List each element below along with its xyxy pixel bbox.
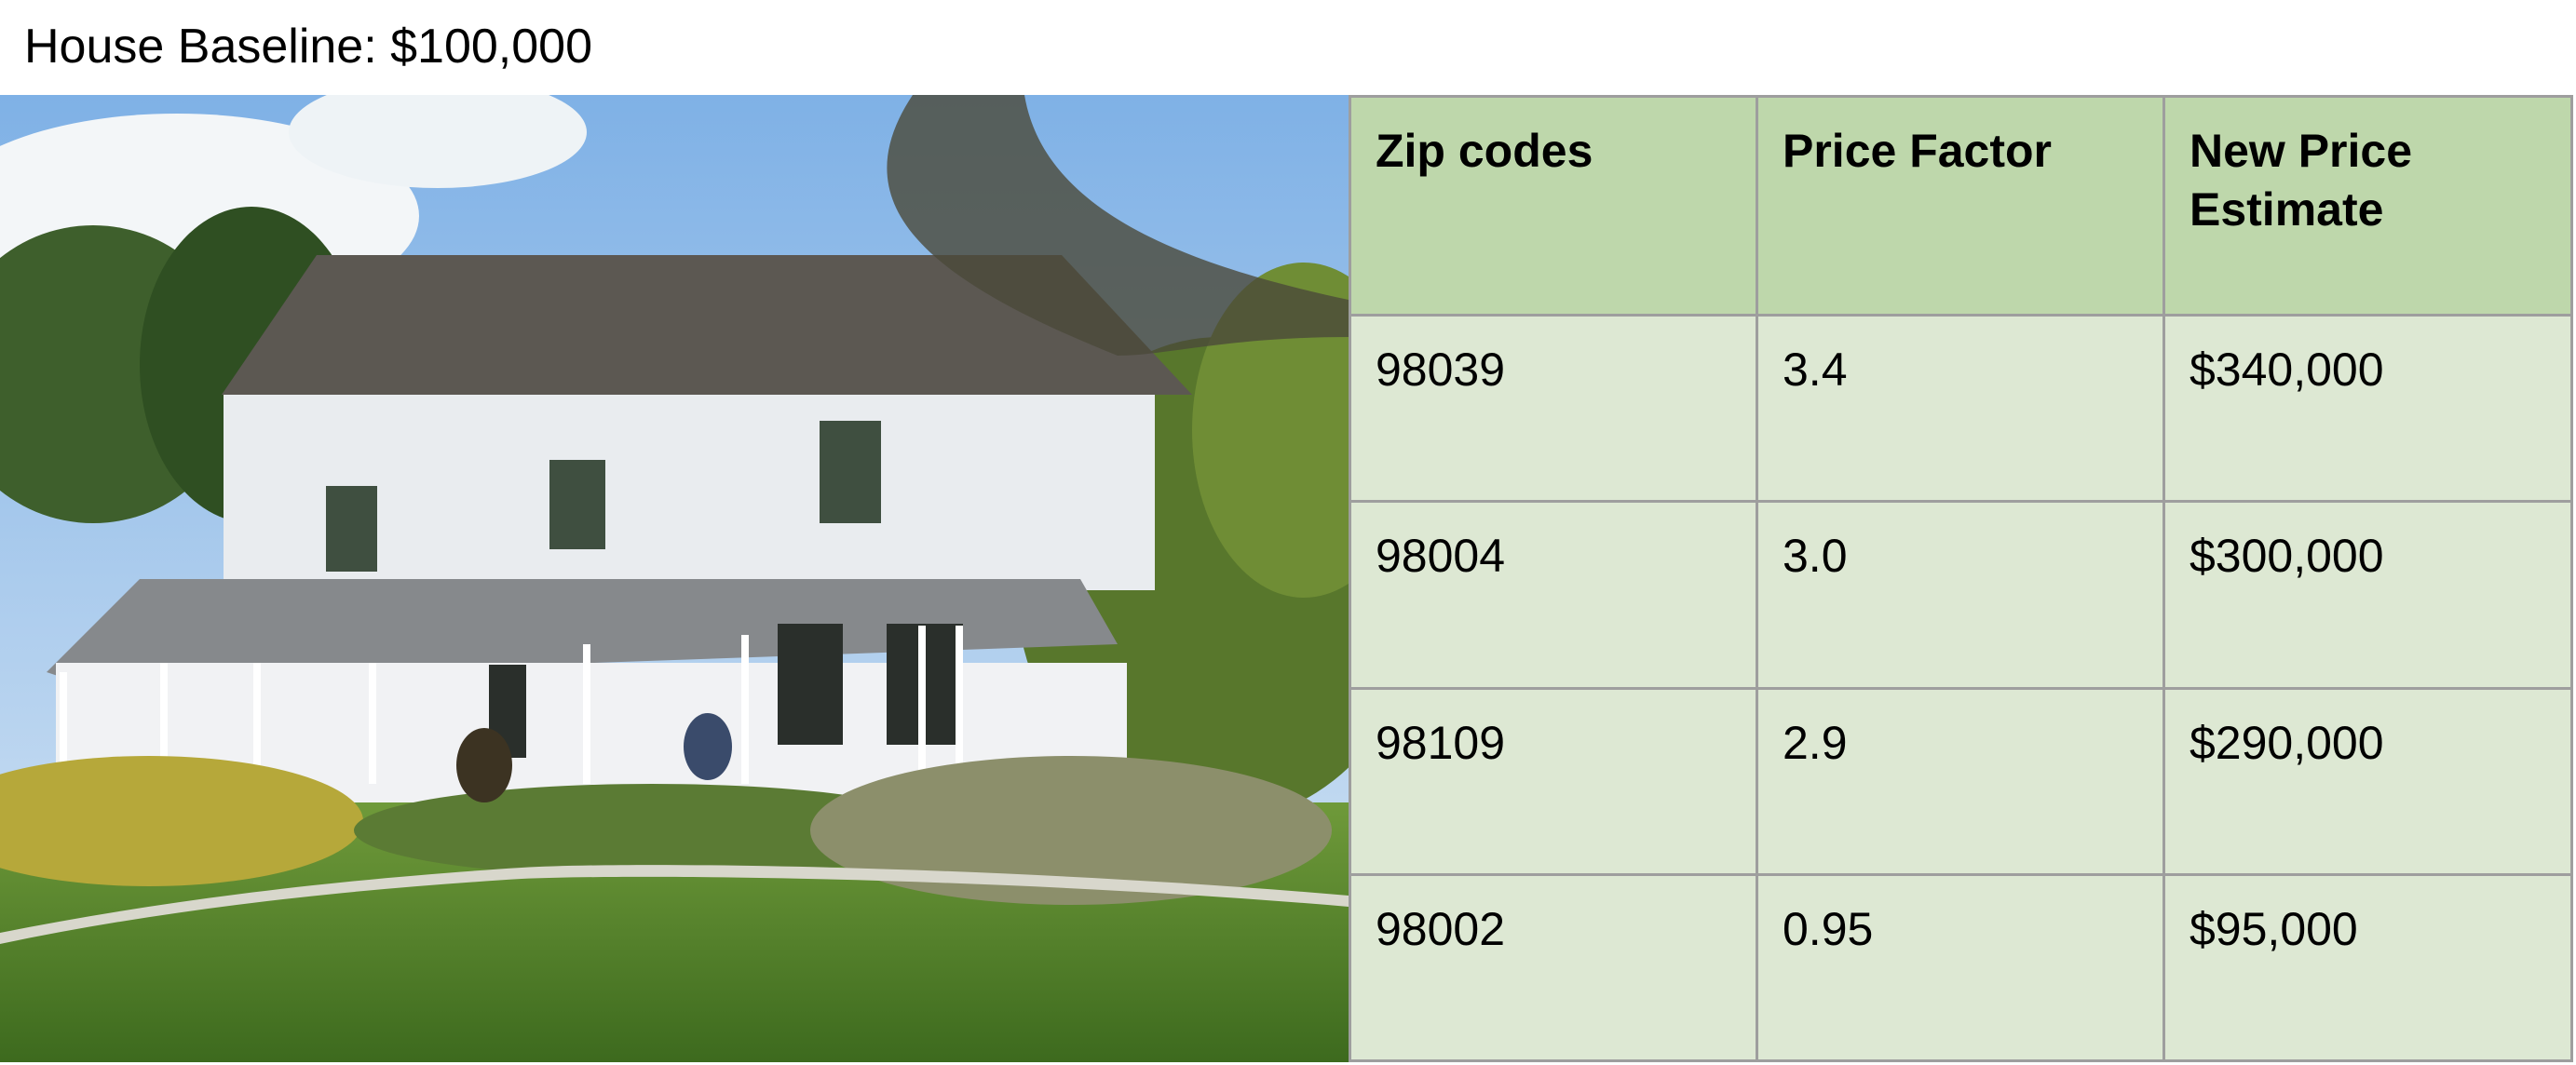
price-factor-cell: 0.95 <box>1756 872 2165 1063</box>
column-header-zip-codes: Zip codes <box>1349 95 1758 317</box>
zip-code-cell: 98004 <box>1349 500 1758 690</box>
price-factor-cell: 3.0 <box>1756 500 2165 690</box>
column-header-price-factor: Price Factor <box>1756 95 2165 317</box>
price-estimate-table: Zip codes Price Factor New Price Estimat… <box>1349 95 2573 1063</box>
house-illustration <box>0 95 1349 1062</box>
page-title: House Baseline: $100,000 <box>24 20 593 74</box>
table-row: 98109 2.9 $290,000 <box>1349 686 2573 876</box>
table-row: 98039 3.4 $340,000 <box>1349 313 2573 504</box>
price-factor-cell: 2.9 <box>1756 686 2165 876</box>
zip-code-cell: 98109 <box>1349 686 1758 876</box>
price-factor-cell: 3.4 <box>1756 313 2165 504</box>
price-estimate-cell: $290,000 <box>2162 686 2573 876</box>
table-header-row: Zip codes Price Factor New Price Estimat… <box>1349 95 2573 317</box>
table-row: 98002 0.95 $95,000 <box>1349 872 2573 1063</box>
price-estimate-cell: $300,000 <box>2162 500 2573 690</box>
column-header-new-price-estimate: New Price Estimate <box>2162 95 2573 317</box>
price-estimate-cell: $95,000 <box>2162 872 2573 1063</box>
house-photo <box>0 95 1349 1062</box>
table-row: 98004 3.0 $300,000 <box>1349 500 2573 690</box>
zip-code-cell: 98039 <box>1349 313 1758 504</box>
zip-code-cell: 98002 <box>1349 872 1758 1063</box>
price-estimate-cell: $340,000 <box>2162 313 2573 504</box>
